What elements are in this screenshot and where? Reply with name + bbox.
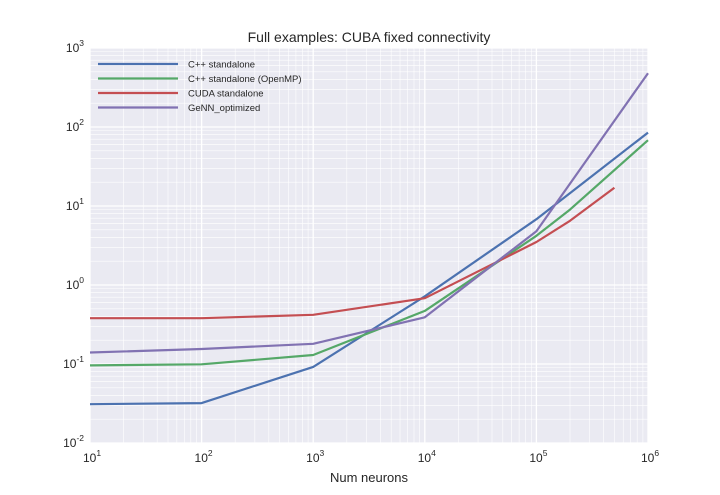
legend-label: C++ standalone (188, 60, 255, 71)
y-tick-labels: 10-2 10-1 100 101 102 103 (63, 38, 84, 450)
legend: C++ standalone C++ standalone (OpenMP) CUD… (98, 60, 302, 114)
series-line-4 (89, 72, 649, 354)
legend-label: C++ standalone (OpenMP) (188, 74, 302, 85)
y-tick-label: 102 (66, 117, 84, 134)
series-line-2 (89, 139, 649, 367)
y-tick-label: 103 (66, 38, 84, 55)
series-lines (89, 72, 649, 406)
x-tick-label: 101 (83, 448, 101, 465)
x-tick-label: 106 (641, 448, 659, 465)
x-tick-label: 103 (306, 448, 324, 465)
x-axis-label: Num neurons (330, 470, 409, 485)
legend-label: CUDA standalone (188, 89, 264, 100)
series-line-3 (90, 186, 616, 320)
x-tick-label: 102 (195, 448, 213, 465)
y-tick-label: 10-2 (63, 433, 84, 450)
y-tick-label: 101 (66, 196, 84, 213)
chart-title: Full examples: CUBA fixed connectivity (248, 29, 491, 45)
y-tick-label: 10-1 (63, 354, 84, 371)
x-tick-label: 105 (529, 448, 547, 465)
x-tick-labels: 101 102 103 104 105 106 (83, 448, 659, 465)
plot-background (90, 48, 648, 443)
legend-label: GeNN_optimized (188, 103, 260, 114)
y-tick-label: 100 (66, 275, 84, 292)
x-tick-label: 104 (418, 448, 436, 465)
grid-lines (89, 47, 649, 444)
